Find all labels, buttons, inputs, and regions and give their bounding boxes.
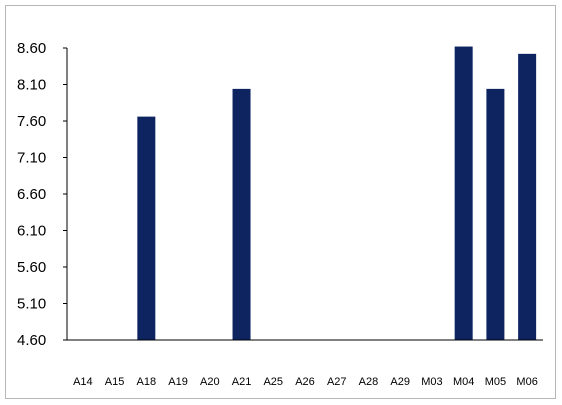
y-tick-label: 8.60 <box>17 40 46 57</box>
x-tick-label: M06 <box>516 376 537 388</box>
x-tick-label: M04 <box>453 376 474 388</box>
x-tick-label: A26 <box>295 376 315 388</box>
x-tick-label: A25 <box>263 376 283 388</box>
y-tick-label: 4.60 <box>17 332 46 349</box>
x-tick-label: M05 <box>485 376 506 388</box>
x-tick-label: A15 <box>105 376 125 388</box>
bars <box>137 46 537 341</box>
bar-a21 <box>232 88 251 340</box>
y-tick-label: 6.60 <box>17 186 46 203</box>
y-tick-label: 7.60 <box>17 113 46 130</box>
x-tick-label: A29 <box>390 376 410 388</box>
x-tick-label: A18 <box>137 376 157 388</box>
bar-m04 <box>454 46 473 340</box>
y-tick-label: 7.10 <box>17 150 46 167</box>
x-tick-label: A20 <box>200 376 220 388</box>
x-tick-label: A27 <box>327 376 347 388</box>
x-tick-label: A28 <box>359 376 379 388</box>
x-tick-label: A19 <box>168 376 188 388</box>
x-axis: A14 A15 A18 A19 A20 A21 A25 A26 A27 A28 A29 M03 M04 M… <box>67 339 543 388</box>
x-tick-label: M03 <box>421 376 442 388</box>
y-axis: 4.60 5.10 5.60 6.10 6.60 7.10 7.60 8.10 8.60 <box>17 40 68 349</box>
x-tick-label: A21 <box>232 376 252 388</box>
x-tick-label: A14 <box>73 376 93 388</box>
y-tick-label: 5.60 <box>17 259 46 276</box>
y-tick-label: 5.10 <box>17 296 46 313</box>
bar-a18 <box>137 116 156 341</box>
y-tick-label: 8.10 <box>17 77 46 94</box>
bar-m05 <box>486 88 505 340</box>
bar-m06 <box>518 53 537 341</box>
y-tick-label: 6.10 <box>17 223 46 240</box>
